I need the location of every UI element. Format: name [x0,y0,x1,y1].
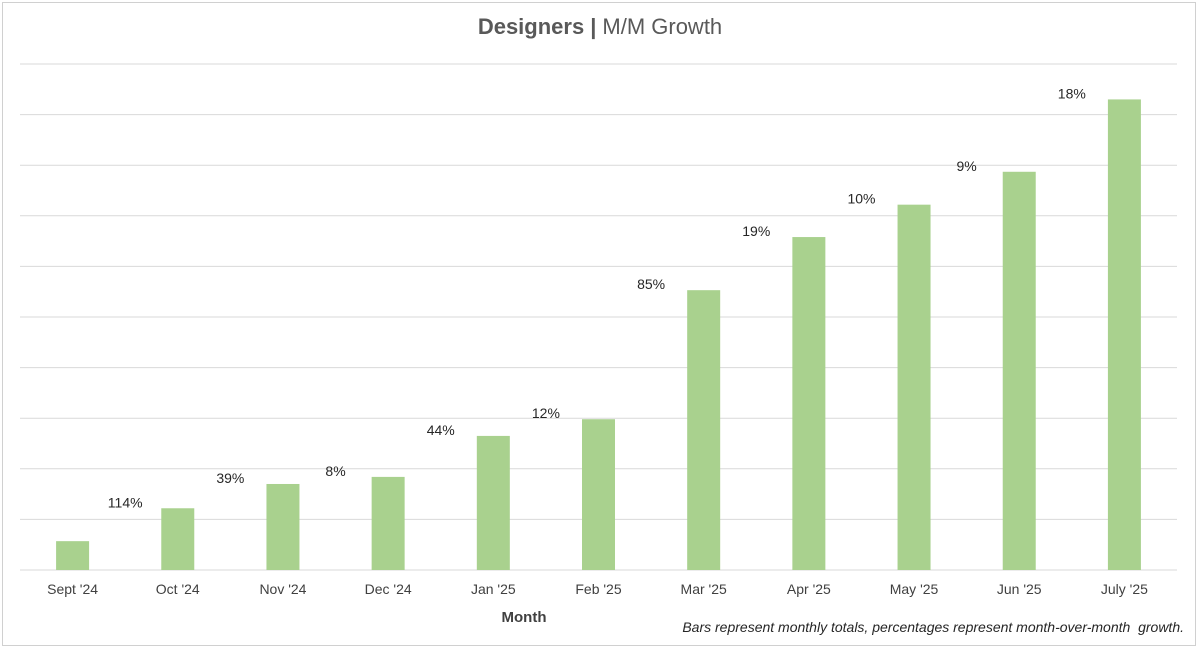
bar-5 [476,435,510,570]
bar-1 [56,541,90,570]
bar-9 [897,204,931,570]
growth-label: 9% [957,158,977,174]
bar-3 [266,483,300,570]
x-tick-label: Sept '24 [47,581,98,597]
growth-label: 19% [742,223,770,239]
bars [56,99,1141,571]
chart-title-separator: | [590,14,597,39]
x-axis-label: Month [502,609,547,626]
x-tick-label: Mar '25 [681,581,727,597]
x-tick-label: Nov '24 [259,581,306,597]
x-tick-label: May '25 [890,581,939,597]
x-tick-label: Dec '24 [365,581,412,597]
growth-label: 44% [427,422,455,438]
growth-label: 8% [325,463,345,479]
bar-8 [792,237,826,570]
growth-label: 12% [532,405,560,421]
growth-label: 85% [637,276,665,292]
chart-title-rest: M/M Growth [602,14,723,39]
x-tick-label: Jun '25 [997,581,1042,597]
bar-6 [582,419,615,570]
chart-footnote: Bars represent monthly totals, percentag… [682,619,1184,635]
chart-title: Designers | M/M Growth [0,14,1200,40]
x-tick-label: July '25 [1101,581,1148,597]
growth-label: 10% [847,191,875,207]
bar-11 [1107,99,1141,571]
x-tick-label: Feb '25 [575,581,621,597]
growth-labels: 114% 39% 8% 44% 12% 85% 19% 10% 9% 18% [108,85,1086,510]
growth-label: 18% [1058,85,1086,101]
bar-2 [161,508,195,570]
x-tick-label: Jan '25 [471,581,516,597]
growth-label: 39% [216,470,244,486]
bar-4 [371,476,405,570]
bar-7 [687,290,721,570]
x-tick-label: Apr '25 [787,581,831,597]
growth-label: 114% [108,494,143,510]
x-tick-label: Oct '24 [156,581,200,597]
bar-10 [1002,171,1036,570]
chart-title-bold: Designers [477,14,585,39]
x-tick-labels: Sept '24 Oct '24 Nov '24 Dec '24 Jan '25 Feb … [47,581,1148,597]
